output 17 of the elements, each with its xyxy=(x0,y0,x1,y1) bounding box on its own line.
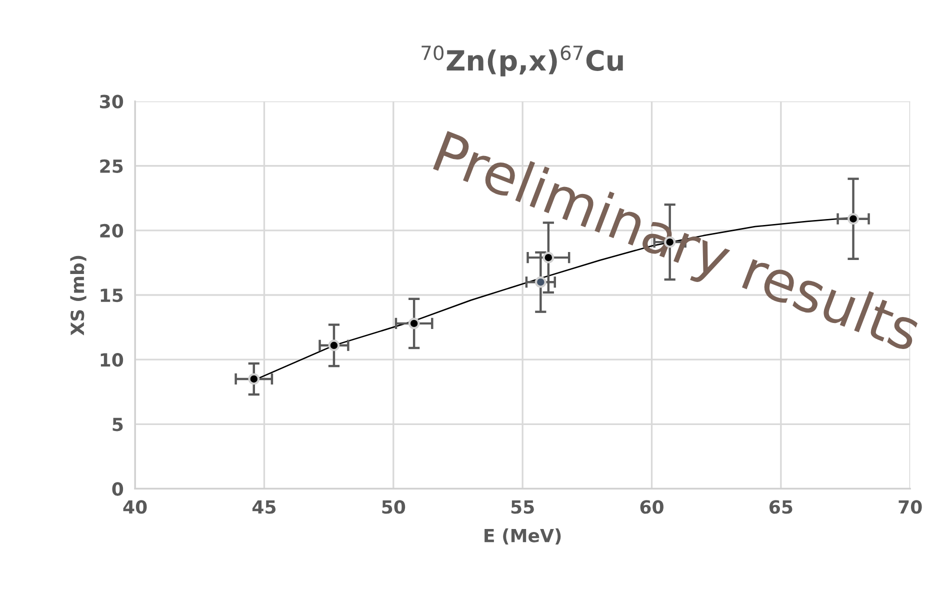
x-tick-label: 65 xyxy=(769,500,792,514)
y-tick-label: 30 xyxy=(100,94,124,108)
y-tick-label: 25 xyxy=(100,159,123,174)
x-tick-label: 60 xyxy=(640,500,664,514)
x-tick-label: 50 xyxy=(382,500,406,514)
y-tick-label: 20 xyxy=(100,224,124,238)
x-tick-label: 40 xyxy=(123,500,147,514)
y-tick-label: 15 xyxy=(100,288,123,302)
y-tick-label: 0 xyxy=(112,482,124,496)
y-axis-title: XS (mb) xyxy=(70,256,86,336)
y-tick-label: 5 xyxy=(112,418,123,432)
x-axis-title: E (MeV) xyxy=(484,528,561,545)
chart-title: $^{70}$Zn(p,x)$^{67}$Cu xyxy=(422,45,623,76)
x-tick-label: 45 xyxy=(252,500,276,514)
y-tick-label: 10 xyxy=(100,353,124,367)
x-tick-label: 55 xyxy=(511,500,534,514)
x-tick-label: 70 xyxy=(898,500,922,514)
